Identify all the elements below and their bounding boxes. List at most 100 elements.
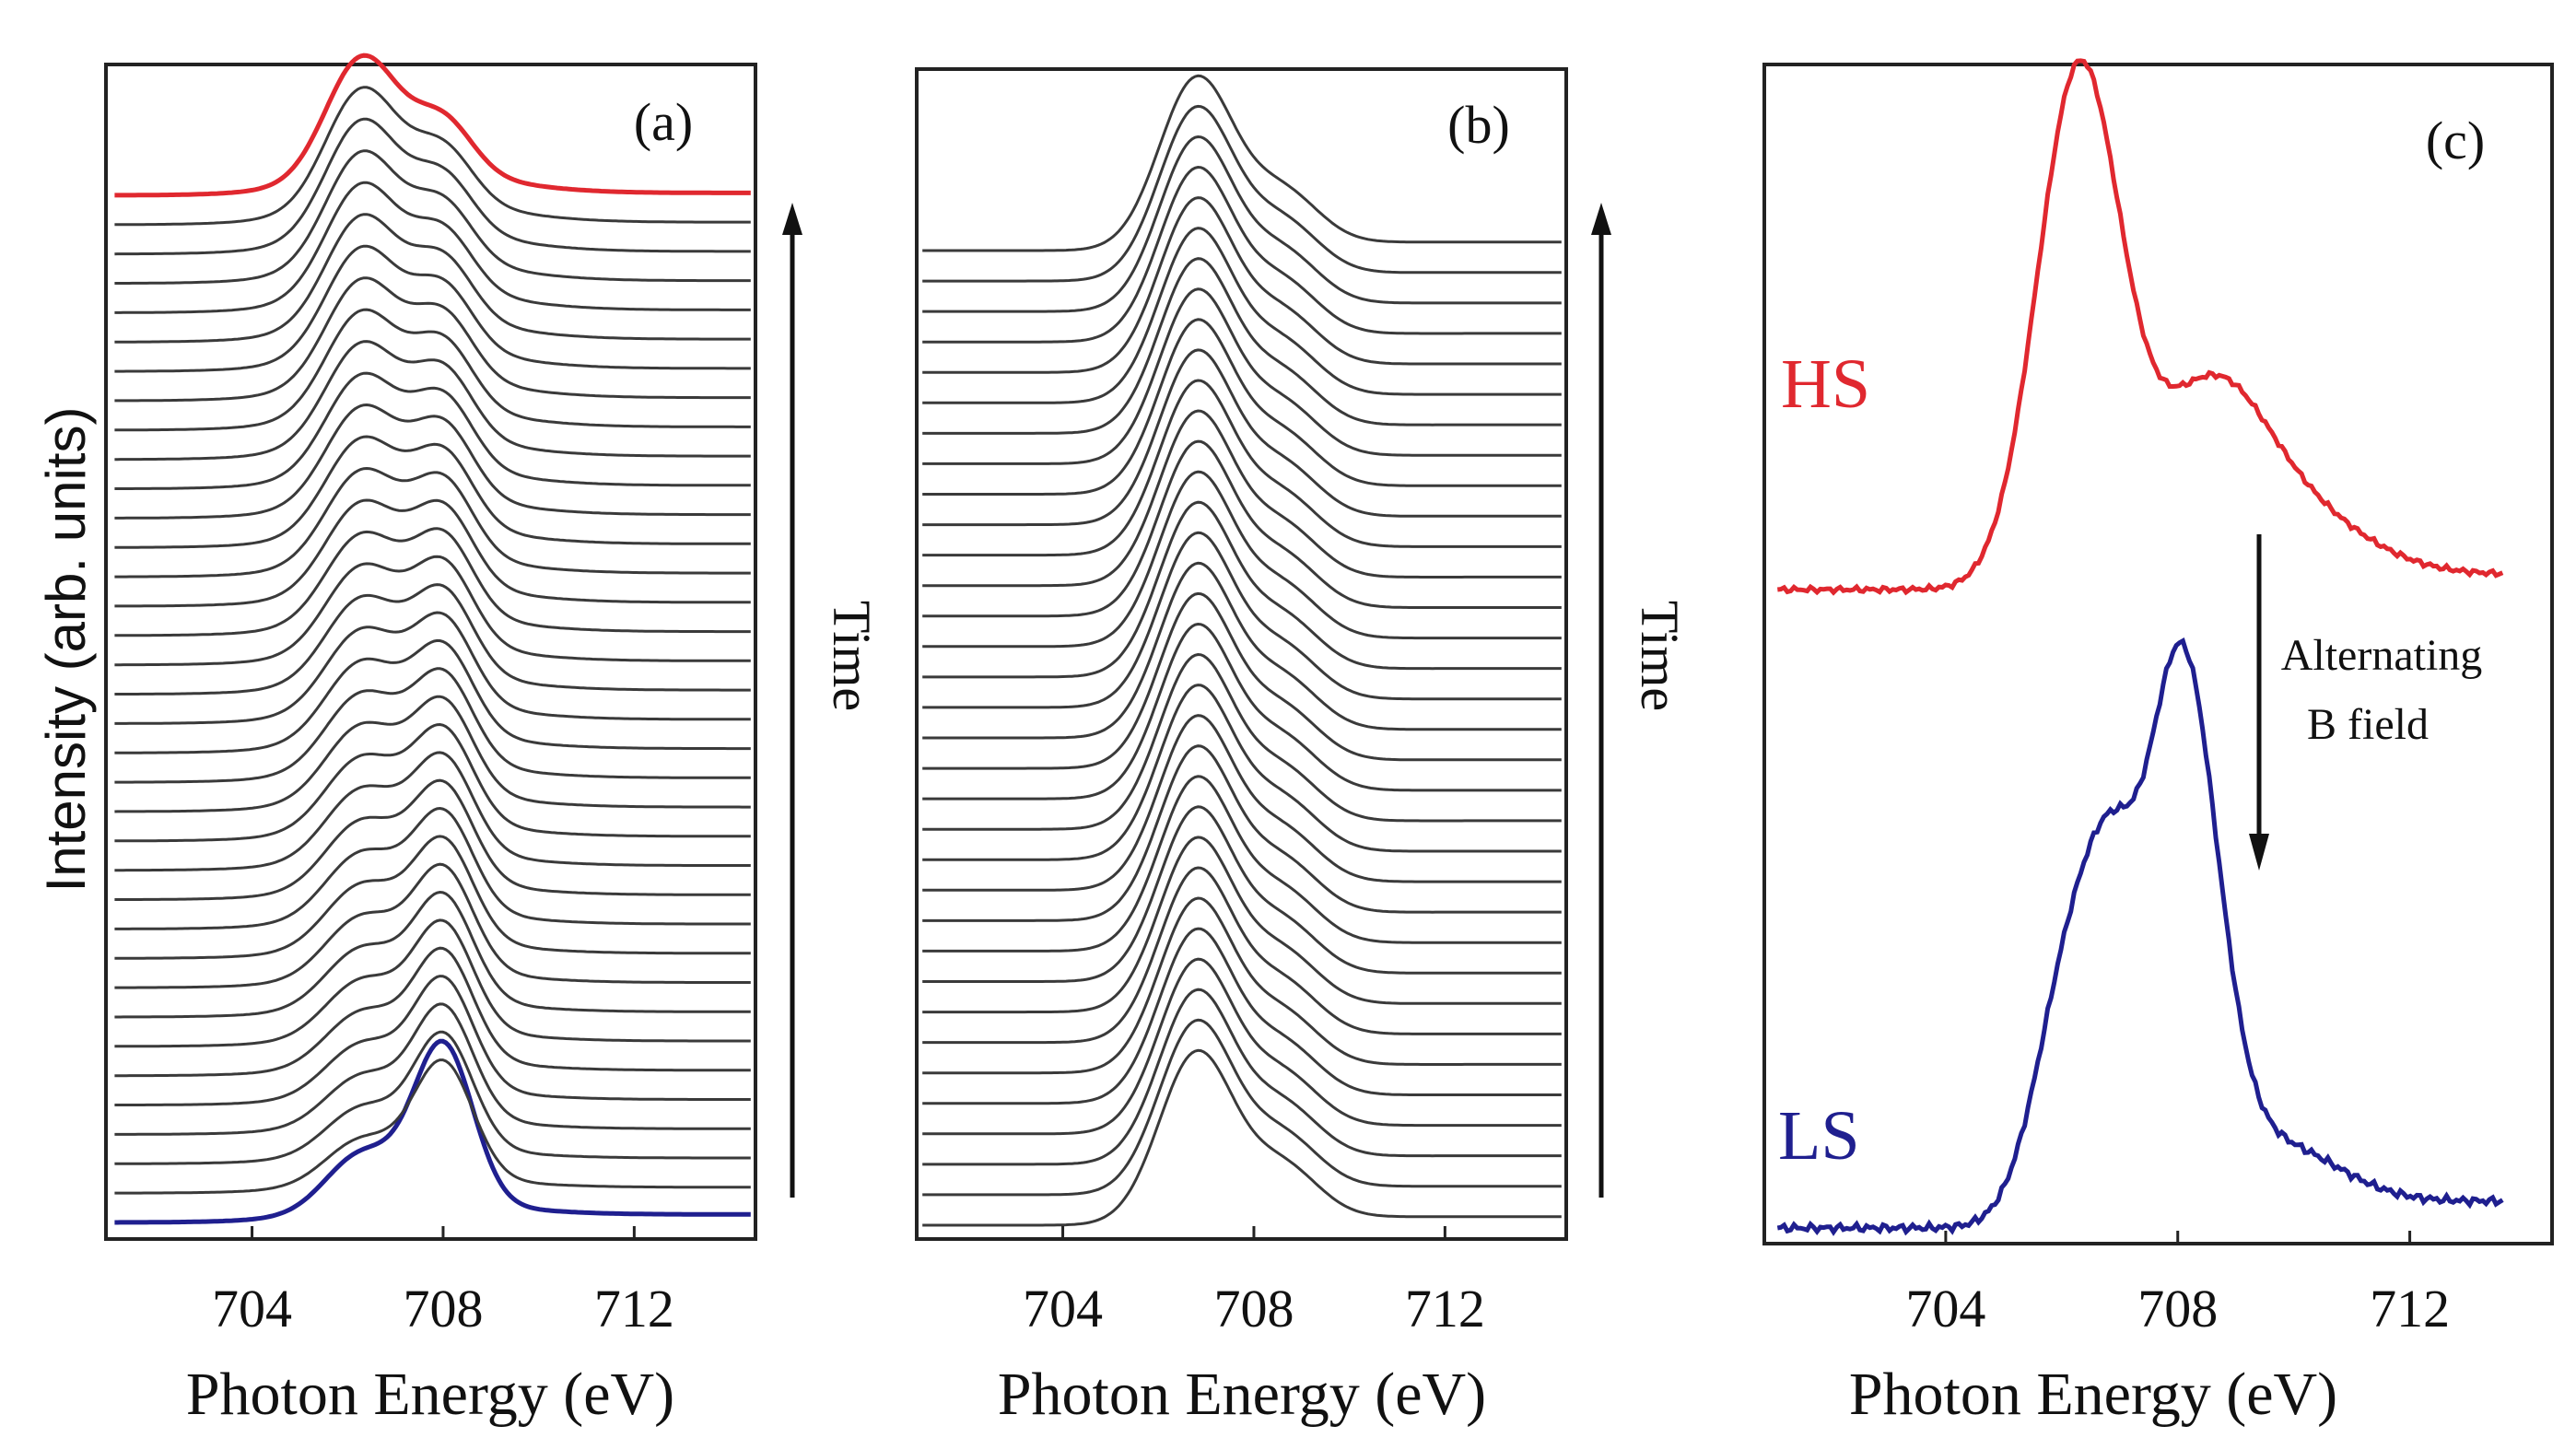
b-field-annotation-line-2: B field [2307, 700, 2429, 749]
panel-a-y-axis-label: Intensity (arb. units) [35, 407, 97, 893]
panel-a-x-ticks: 704 708 712 [212, 1226, 674, 1339]
b-field-arrowhead [2249, 834, 2269, 871]
spectrum-trace [114, 778, 751, 901]
spectrum-trace [922, 591, 1562, 770]
spectrum-trace [922, 775, 1562, 953]
spectrum-trace [114, 667, 751, 784]
panel-b-time-arrowhead [1591, 203, 1611, 235]
panel-b-traces [922, 74, 1562, 1227]
spectrum-trace [114, 371, 751, 490]
panel-c-x-axis-label: Photon Energy (eV) [1849, 1361, 2337, 1428]
spectrum-trace [922, 227, 1562, 404]
spectrum-trace [922, 470, 1562, 649]
hs-label: HS [1781, 345, 1870, 423]
spectrum-trace [922, 1018, 1562, 1197]
panel-b-x-ticks: 704 708 712 [1023, 1226, 1485, 1339]
panel-c-traces [1776, 58, 2504, 1236]
spectrum-trace [114, 340, 751, 462]
spectrum-trace [114, 149, 751, 285]
spectrum-trace [922, 927, 1562, 1105]
panel-a-time-label: Time [822, 601, 882, 711]
spectrum-trace [922, 744, 1562, 922]
spectrum-trace [114, 466, 751, 579]
spectrum-trace [114, 806, 751, 930]
panel-c-frame [1762, 63, 2554, 1245]
spectrum-trace [922, 1048, 1562, 1227]
spectrum-trace [922, 196, 1562, 374]
panel-a-time-arrowhead [782, 203, 802, 235]
x-tick-label: 708 [1213, 1279, 1294, 1339]
x-tick-label: 712 [1405, 1279, 1485, 1339]
spectrum-trace [114, 213, 751, 344]
spectrum-trace [114, 435, 751, 549]
x-tick-label: 712 [594, 1279, 674, 1339]
spectrum-trace [922, 714, 1562, 892]
panel-c-x-ticks: 704 708 712 [1905, 1231, 2450, 1339]
panel-a-frame [104, 63, 757, 1241]
spectrum-trace [114, 638, 751, 754]
spectrum-trace [114, 611, 751, 725]
spectrum-trace [114, 498, 751, 608]
spectrum-trace [114, 555, 751, 667]
panel-b-label: (b) [1447, 95, 1510, 155]
spectrum-trace [114, 722, 751, 843]
spectrum-trace [922, 257, 1562, 435]
panel-b: (b) Time 704 708 712 Photon Energy (eV) [915, 67, 1690, 1428]
spectrum-trace [922, 836, 1562, 1014]
spectrum-trace [922, 74, 1562, 252]
spectrum-trace [922, 622, 1562, 801]
b-field-annotation-line-1: Alternating [2281, 631, 2483, 680]
spectrum-trace [114, 244, 751, 373]
spectrum-trace [922, 165, 1562, 344]
spectrum-trace [922, 409, 1562, 588]
panel-b-frame [915, 67, 1568, 1241]
spectrum-trace [922, 684, 1562, 861]
spectrum-trace [922, 348, 1562, 527]
spectrum-trace [922, 287, 1562, 465]
spectrum-trace [114, 695, 751, 813]
spectrum-trace [114, 86, 751, 227]
x-tick-label: 712 [2370, 1279, 2450, 1339]
spectrum-trace [922, 652, 1562, 831]
panel-b-time-label: Time [1630, 601, 1690, 711]
spectrum-trace [114, 403, 751, 520]
spectrum-trace [114, 1058, 751, 1195]
spectrum-trace [114, 862, 751, 989]
spectrum-trace [114, 181, 751, 314]
spectrum-trace [922, 561, 1562, 740]
spectrum-trace [114, 583, 751, 696]
spectrum-trace [922, 866, 1562, 1045]
spectrum-trace [922, 439, 1562, 618]
spectrum-trace [922, 896, 1562, 1075]
x-tick-label: 704 [212, 1279, 292, 1339]
panel-a-x-axis-label: Photon Energy (eV) [186, 1361, 674, 1428]
spectrum-trace [922, 379, 1562, 557]
spectrum-trace [114, 890, 751, 1019]
panel-a-label: (a) [634, 92, 693, 152]
spectrum-trace [922, 104, 1562, 283]
x-tick-label: 704 [1023, 1279, 1103, 1339]
spectrum-trace [114, 1030, 751, 1165]
high-spin-trace [114, 53, 751, 198]
spectrum-trace [114, 117, 751, 256]
ls-label: LS [1778, 1097, 1860, 1175]
x-tick-label: 708 [2137, 1279, 2218, 1339]
spectrum-trace [922, 500, 1562, 679]
spectrum-trace [922, 988, 1562, 1166]
panel-c-label: (c) [2426, 111, 2485, 170]
panel-c: (c) HS LS Alternating B field 704 708 712 … [1762, 58, 2554, 1428]
spectrum-trace [922, 318, 1562, 496]
spectrum-trace [114, 835, 751, 960]
spectrum-trace [922, 134, 1562, 313]
spectrum-trace [114, 1002, 751, 1136]
x-tick-label: 704 [1905, 1279, 1985, 1339]
low-spin-trace [114, 1038, 751, 1225]
spectrum-trace [114, 946, 751, 1078]
spectrum-trace [114, 276, 751, 403]
hs-spectrum [1777, 58, 2504, 596]
spectrum-trace [114, 975, 751, 1106]
spectrum-trace [922, 957, 1562, 1136]
x-tick-label: 708 [403, 1279, 483, 1339]
spectrum-trace [114, 308, 751, 432]
